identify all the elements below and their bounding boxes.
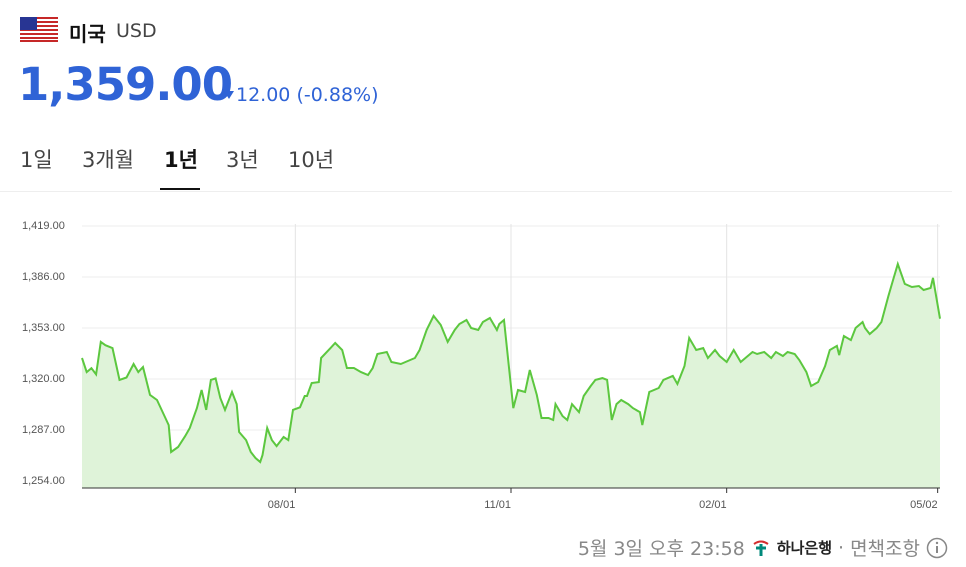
currency: USD [116,20,157,42]
y-tick-label: 1,254.00 [22,475,65,487]
change-pct: (-0.88%) [296,84,379,106]
tab-underline [160,188,200,190]
price: 1,359.00 [18,58,233,111]
change: 12.00 (-0.88%) [236,84,379,106]
x-tick-label: 08/01 [268,499,296,511]
chart: 1,254.00 1,287.00 1,320.00 1,353.00 1,386.00… [22,220,941,511]
country: 미국 [69,22,106,46]
bank-name: 하나은행 [776,539,833,557]
bank-logo [753,540,769,556]
separator: · [838,536,845,559]
area-fill [82,264,940,488]
disclaimer[interactable]: 면책조항 [850,538,920,560]
footer: 5월 3일 오후 23:58 하나은행 · 면책조항 [578,534,948,561]
x-tick-label: 11/01 [484,499,511,511]
info-icon[interactable] [926,537,948,559]
tab[interactable]: 1일 [20,148,53,172]
tab[interactable]: 3년 [226,148,259,172]
tab[interactable]: 1년 [164,148,198,172]
y-tick-label: 1,386.00 [22,271,65,283]
line [81,260,941,464]
down-triangle [224,91,234,99]
change-value: 12.00 [236,84,291,106]
timestamp: 5월 3일 오후 23:58 [577,538,745,560]
y-tick-label: 1,353.00 [22,322,65,334]
y-tick-label: 1,320.00 [22,373,65,385]
flag-icon [20,17,58,42]
x-tick-label: 05/02 [910,499,938,511]
y-tick-label: 1,287.00 [22,424,65,436]
y-tick-label: 1,419.00 [22,220,65,232]
divider [0,191,952,192]
tab[interactable]: 10년 [288,148,335,172]
tab[interactable]: 3개월 [82,148,135,172]
x-tick-label: 02/01 [699,499,727,511]
